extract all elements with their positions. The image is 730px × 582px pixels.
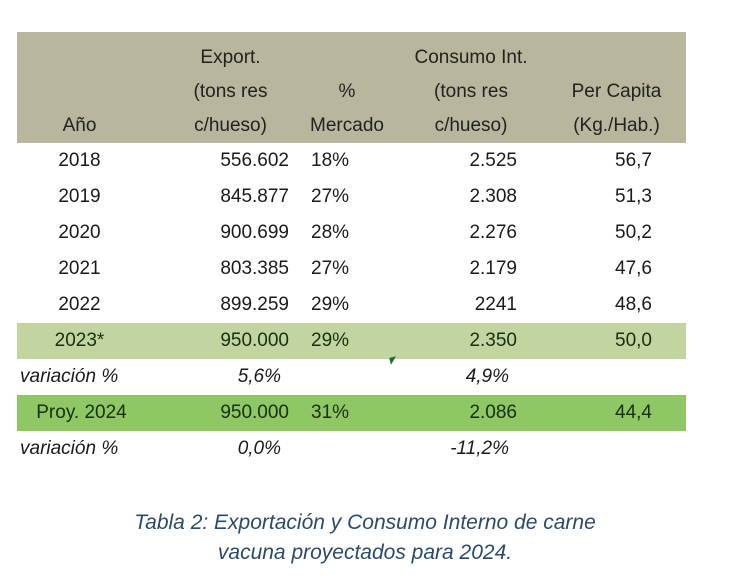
header-market-line1: %	[338, 81, 356, 102]
cell-per-capita: 47,6	[615, 258, 652, 279]
cell-export: 950.000	[162, 395, 299, 431]
cell-export: 900.699	[220, 222, 289, 243]
table-row-2019: 2019 845.877 27% 2.308 51,3	[17, 179, 686, 215]
cell-export: 899.259	[220, 294, 289, 315]
cell-export-variation: 5,6%	[237, 366, 281, 387]
table-row-2022: 2022 899.259 29% 2241 48,6	[17, 287, 686, 323]
header-per-capita-line2: (Kg./Hab.)	[573, 115, 660, 136]
header-per-capita: Per Capita (Kg./Hab.)	[547, 32, 686, 143]
table-row-projection-2024: Proy. 2024 950.000 31% 2.086 44,4	[17, 395, 686, 431]
table-header: Año Export. (tons res c/hueso) % Mercado…	[17, 32, 686, 143]
cell-year: 2023*	[17, 323, 162, 359]
cell-market: 31%	[299, 395, 395, 431]
cell-per-capita: 50,2	[615, 222, 652, 243]
table-caption: Tabla 2: Exportación y Consumo Interno d…	[40, 508, 690, 568]
header-consumption-line3: c/hueso)	[434, 115, 508, 136]
header-year: Año	[17, 32, 162, 143]
cell-per-capita	[547, 359, 686, 395]
header-consumption-line1: Consumo Int.	[414, 47, 528, 68]
cell-per-capita: 44,4	[547, 395, 686, 431]
cell-market: 29%	[299, 323, 395, 359]
cell-per-capita: 51,3	[615, 186, 652, 207]
header-row: Año Export. (tons res c/hueso) % Mercado…	[17, 32, 686, 143]
header-year-label: Año	[62, 115, 97, 136]
export-consumption-table: Año Export. (tons res c/hueso) % Mercado…	[17, 32, 686, 467]
table-row-variation-2023: variación % 5,6% 4,9%	[17, 359, 686, 395]
cell-market	[299, 431, 395, 467]
cell-per-capita: 56,7	[615, 150, 652, 171]
cell-per-capita: 50,0	[547, 323, 686, 359]
cell-per-capita	[547, 431, 686, 467]
cell-export: 803.385	[220, 258, 289, 279]
cell-year: 2019	[58, 186, 101, 207]
cell-year: Proy. 2024	[17, 395, 162, 431]
header-export: Export. (tons res c/hueso)	[162, 32, 299, 143]
cell-consumption: 2.308	[469, 186, 517, 207]
cell-consumption: 2.086	[395, 395, 547, 431]
cell-label: variación %	[20, 438, 119, 459]
cell-market	[299, 359, 395, 395]
table-row-2021: 2021 803.385 27% 2.179 47,6	[17, 251, 686, 287]
cell-year: 2018	[58, 150, 101, 171]
table-row-2018: 2018 556.602 18% 2.525 56,7	[17, 143, 686, 179]
cell-export: 845.877	[220, 186, 289, 207]
cell-year: 2020	[58, 222, 101, 243]
cell-consumption: 2.525	[469, 150, 517, 171]
caption-line-1: Tabla 2: Exportación y Consumo Interno d…	[134, 511, 596, 534]
cell-per-capita: 48,6	[615, 294, 652, 315]
cell-market: 27%	[311, 186, 350, 207]
cell-consumption: 2.179	[469, 258, 517, 279]
header-market: % Mercado	[299, 32, 395, 143]
cell-consumption-variation: -11,2%	[450, 438, 509, 459]
cell-export: 950.000	[162, 323, 299, 359]
header-consumption: Consumo Int. (tons res c/hueso)	[395, 32, 547, 143]
table-row-2020: 2020 900.699 28% 2.276 50,2	[17, 215, 686, 251]
cell-export: 556.602	[220, 150, 289, 171]
table-body: 2018 556.602 18% 2.525 56,7 2019 845.877…	[17, 143, 686, 467]
cell-consumption: 2.276	[469, 222, 517, 243]
cell-consumption: 2241	[474, 294, 517, 315]
cell-consumption: 2.350	[395, 323, 547, 359]
cell-label: variación %	[20, 366, 119, 387]
cell-consumption-variation: 4,9%	[465, 366, 509, 387]
header-market-line2: Mercado	[310, 115, 384, 136]
header-export-line2: (tons res	[193, 81, 268, 102]
header-consumption-line2: (tons res	[434, 81, 508, 102]
cell-market: 27%	[311, 258, 350, 279]
header-per-capita-line1: Per Capita	[571, 81, 662, 102]
cell-market: 18%	[311, 150, 350, 171]
cell-export-variation: 0,0%	[237, 438, 281, 459]
data-table-container: Año Export. (tons res c/hueso) % Mercado…	[17, 32, 686, 467]
table-row-2023-estimate: 2023* 950.000 29% 2.350 50,0	[17, 323, 686, 359]
table-row-variation-2024: variación % 0,0% -11,2%	[17, 431, 686, 467]
header-export-line1: Export.	[200, 47, 261, 68]
cell-year: 2022	[58, 294, 101, 315]
cell-market: 28%	[311, 222, 350, 243]
caption-line-2: vacuna proyectados para 2024.	[217, 541, 513, 564]
cell-year: 2021	[58, 258, 101, 279]
cell-market: 29%	[311, 294, 350, 315]
header-export-line3: c/hueso)	[194, 115, 267, 136]
